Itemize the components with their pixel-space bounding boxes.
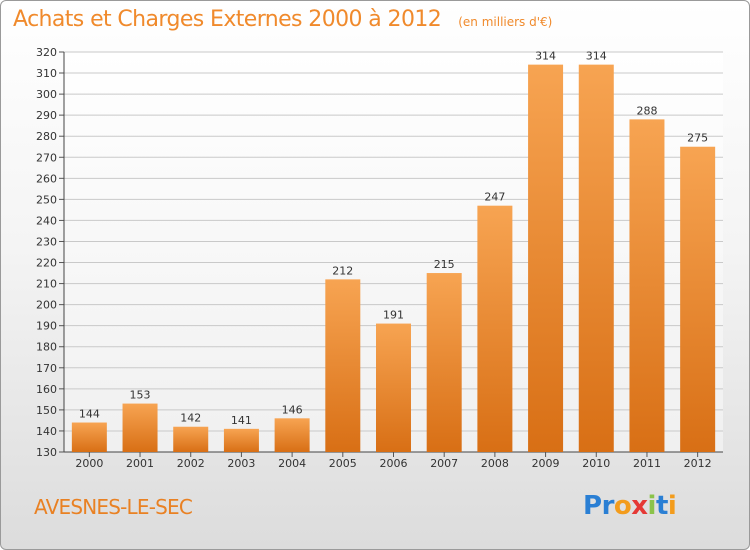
bar-2002 xyxy=(173,426,209,452)
y-tick-label: 320 xyxy=(36,46,57,59)
x-tick-label: 2000 xyxy=(75,457,103,470)
data-label: 314 xyxy=(586,50,607,63)
bar-2007 xyxy=(426,273,462,452)
title-row: Achats et Charges Externes 2000 à 2012 (… xyxy=(13,7,552,32)
y-tick-label: 210 xyxy=(36,278,57,291)
y-tick-label: 150 xyxy=(36,404,57,417)
y-tick-label: 290 xyxy=(36,109,57,122)
data-label: 314 xyxy=(535,50,556,63)
y-tick-label: 310 xyxy=(36,67,57,80)
data-label: 153 xyxy=(130,389,151,402)
y-tick-label: 240 xyxy=(36,214,57,227)
y-tick-label: 220 xyxy=(36,257,57,270)
bar-2010 xyxy=(578,64,614,452)
data-label: 247 xyxy=(484,191,505,204)
data-label: 146 xyxy=(282,403,303,416)
chart-title: Achats et Charges Externes 2000 à 2012 xyxy=(13,7,442,32)
x-tick-label: 2002 xyxy=(177,457,205,470)
y-tick-label: 250 xyxy=(36,193,57,206)
y-tick-label: 180 xyxy=(36,341,57,354)
data-label: 215 xyxy=(434,258,455,271)
x-tick-label: 2008 xyxy=(481,457,509,470)
x-tick-label: 2010 xyxy=(582,457,610,470)
chart-subtitle: (en milliers d'€) xyxy=(458,15,553,29)
bar-2008 xyxy=(477,205,513,452)
x-tick-label: 2007 xyxy=(430,457,458,470)
data-label: 141 xyxy=(231,414,252,427)
data-label: 191 xyxy=(383,309,404,322)
x-tick-label: 2004 xyxy=(278,457,306,470)
y-tick-label: 170 xyxy=(36,362,57,375)
y-tick-label: 200 xyxy=(36,299,57,312)
bar-2004 xyxy=(274,418,310,452)
y-tick-label: 130 xyxy=(36,446,57,459)
data-label: 142 xyxy=(180,412,201,425)
data-label: 144 xyxy=(79,408,100,421)
y-tick-label: 300 xyxy=(36,88,57,101)
bar-2012 xyxy=(680,146,716,452)
x-tick-label: 2003 xyxy=(227,457,255,470)
bar-2011 xyxy=(629,119,665,453)
x-tick-label: 2012 xyxy=(684,457,712,470)
y-tick-label: 260 xyxy=(36,172,57,185)
proxiti-logo: Proxiti xyxy=(583,491,677,521)
y-tick-label: 160 xyxy=(36,383,57,396)
data-label: 275 xyxy=(687,132,708,145)
x-tick-label: 2001 xyxy=(126,457,154,470)
y-tick-label: 280 xyxy=(36,130,57,143)
x-tick-label: 2011 xyxy=(633,457,661,470)
bar-2006 xyxy=(376,323,411,452)
bar-2005 xyxy=(325,279,361,452)
bar-2000 xyxy=(71,422,107,452)
x-tick-label: 2009 xyxy=(532,457,560,470)
x-tick-label: 2006 xyxy=(380,457,408,470)
y-tick-label: 230 xyxy=(36,235,57,248)
y-tick-label: 140 xyxy=(36,425,57,438)
data-label: 288 xyxy=(636,104,657,117)
data-label: 212 xyxy=(332,264,353,277)
y-tick-label: 190 xyxy=(36,320,57,333)
bar-2001 xyxy=(122,403,158,452)
bar-2003 xyxy=(223,428,259,452)
x-tick-label: 2005 xyxy=(329,457,357,470)
y-tick-label: 270 xyxy=(36,151,57,164)
city-name: AVESNES-LE-SEC xyxy=(34,495,193,519)
bar-2009 xyxy=(528,64,564,452)
